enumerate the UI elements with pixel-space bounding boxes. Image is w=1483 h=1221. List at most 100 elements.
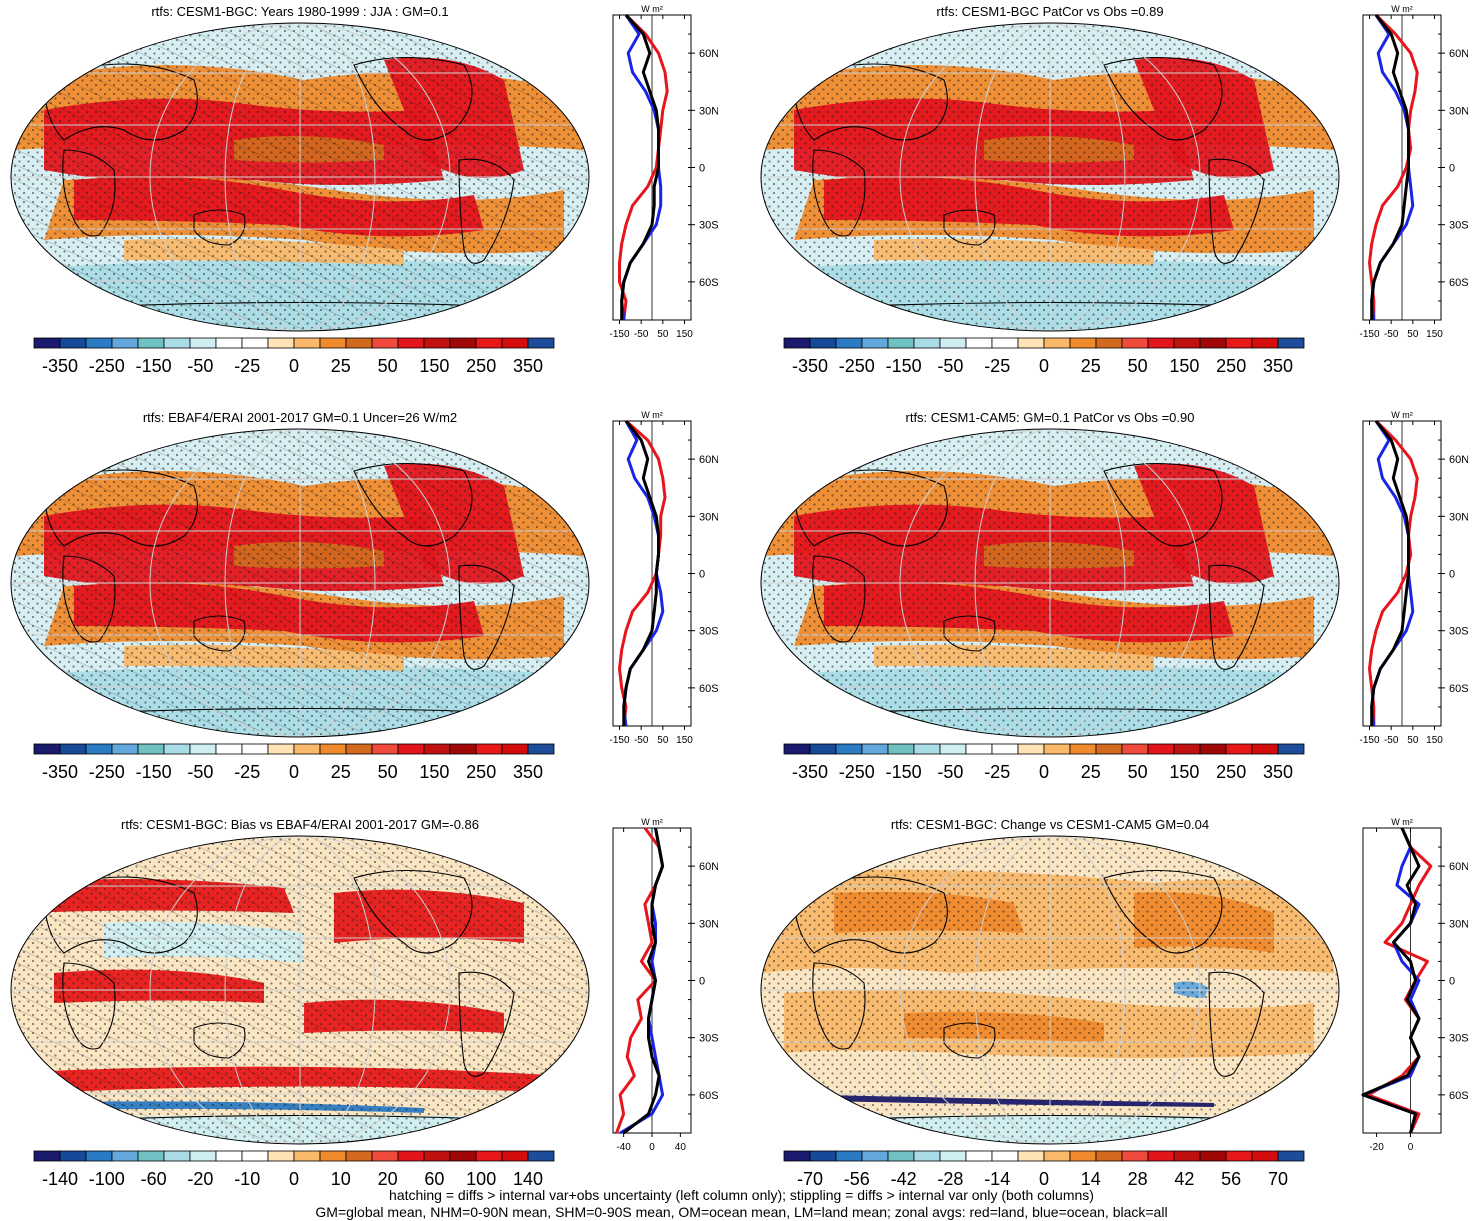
map-border [10, 22, 590, 332]
zonal-lat-label: 60N [1449, 454, 1468, 466]
colorbar-label: 25 [1081, 762, 1101, 782]
colorbar-label: 0 [1039, 1169, 1049, 1189]
colorbar-swatch [1147, 743, 1175, 755]
zonal-lat-label: 30N [699, 105, 718, 117]
zonal-frame [1362, 827, 1442, 1134]
colorbar-label: -50 [937, 356, 963, 376]
colorbar-label: 0 [289, 1169, 299, 1189]
colorbar-label: 0 [1039, 356, 1049, 376]
colorbar-swatch [189, 337, 217, 349]
zonal-series-all [620, 13, 660, 320]
colorbar-swatch [111, 1150, 139, 1162]
panel-5-zonal-profile: W m² 60N 30N 0 30S 60S -40 0 40 [612, 817, 718, 1153]
colorbar-swatch [475, 743, 503, 755]
colorbar-swatch [1251, 337, 1279, 349]
colorbar-swatch [861, 743, 889, 755]
colorbar-label: -250 [89, 356, 125, 376]
footer-legend-line-2: GM=global mean, NHM=0-90N mean, SHM=0-90… [315, 1204, 1168, 1220]
colorbar-swatch [163, 1150, 191, 1162]
colorbar-swatch [913, 1150, 941, 1162]
colorbar-label: -20 [187, 1169, 213, 1189]
zonal-x-tick-label: 50 [657, 329, 669, 340]
colorbar-swatch [371, 743, 399, 755]
colorbar-label: 250 [466, 356, 496, 376]
colorbar-swatch [319, 337, 347, 349]
colorbar-label: 100 [466, 1169, 496, 1189]
colorbar-label: -150 [886, 762, 922, 782]
map-coastline-1 [43, 876, 198, 954]
colorbar-swatch [1147, 1150, 1175, 1162]
zonal-unit-label: W m² [641, 410, 663, 420]
colorbar-swatch [215, 337, 243, 349]
colorbar-swatch [215, 1150, 243, 1162]
colorbar-label: -25 [234, 762, 260, 782]
colorbar-swatch [423, 1150, 451, 1162]
colorbar-label: -56 [844, 1169, 870, 1189]
colorbar-swatch [1043, 337, 1071, 349]
colorbar-swatch [111, 337, 139, 349]
map-coastline-5 [458, 158, 515, 264]
panel-6-title: rtfs: CESM1-BGC: Change vs CESM1-CAM5 GM… [890, 817, 1210, 832]
map-coastline-1 [43, 63, 198, 141]
colorbar-swatch [293, 1150, 321, 1162]
colorbar-swatch [1173, 743, 1201, 755]
colorbar-swatch [835, 743, 863, 755]
colorbar-swatch [1017, 1150, 1045, 1162]
colorbar-swatch [137, 337, 165, 349]
colorbar-swatch [861, 337, 889, 349]
colorbar-label: 50 [378, 762, 398, 782]
zonal-unit-label: W m² [641, 817, 663, 827]
colorbar-label: 0 [289, 356, 299, 376]
zonal-x-tick-label: -150 [1359, 735, 1379, 746]
zonal-series-land [618, 13, 669, 321]
colorbar-label: 350 [513, 762, 543, 782]
zonal-x-tick-label: 50 [1407, 735, 1419, 746]
zonal-lat-label: 30N [699, 511, 718, 523]
zonal-series-all [1370, 14, 1410, 320]
map-coastline-4 [353, 57, 473, 141]
panel-3-zonal-profile: W m² 60N 30N 0 30S 60S -150 -50 50 150 [609, 410, 718, 746]
map-coastline-3 [943, 615, 996, 652]
colorbar-swatch [33, 1150, 61, 1162]
colorbar-label: -350 [792, 356, 828, 376]
colorbar-swatch [501, 1150, 529, 1162]
map-coastline-5 [1208, 564, 1265, 670]
panel-4: rtfs: CESM1-CAM5: GM=0.1 PatCor vs Obs =… [750, 406, 1483, 806]
colorbar-swatch [913, 743, 941, 755]
map-border [10, 835, 590, 1145]
zonal-x-tick-label: -50 [634, 735, 649, 746]
colorbar-swatch [59, 1150, 87, 1162]
zonal-lat-label: 0 [1449, 976, 1455, 988]
zonal-x-tick-label: 0 [1408, 1142, 1414, 1153]
colorbar-swatch [527, 1150, 555, 1162]
colorbar-label: -350 [42, 762, 78, 782]
colorbar-swatch [991, 337, 1019, 349]
map-border [760, 835, 1340, 1145]
colorbar-swatch [1043, 1150, 1071, 1162]
zonal-lat-label: 0 [699, 163, 705, 175]
colorbar-swatch [1199, 337, 1227, 349]
zonal-series-all [622, 420, 660, 726]
colorbar-swatch [85, 1150, 113, 1162]
zonal-series-all [1370, 420, 1410, 726]
colorbar-label: 14 [1081, 1169, 1101, 1189]
panel-4-map [760, 428, 1340, 738]
panel-3: rtfs: EBAF4/ERAI 2001-2017 GM=0.1 Uncer=… [0, 406, 741, 806]
panel-5-title: rtfs: CESM1-BGC: Bias vs EBAF4/ERAI 2001… [121, 817, 479, 832]
colorbar-swatch [397, 1150, 425, 1162]
zonal-x-tick-label: 0 [649, 1142, 655, 1153]
zonal-unit-label: W m² [1391, 410, 1413, 420]
zonal-lat-label: 60N [699, 48, 718, 60]
colorbar-swatch [1095, 743, 1123, 755]
panel-3-map [10, 428, 590, 738]
colorbar-swatch [241, 1150, 269, 1162]
zonal-lat-label: 60S [1449, 1090, 1468, 1102]
colorbar-swatch [267, 1150, 295, 1162]
colorbar-label: 150 [419, 762, 449, 782]
colorbar-swatch [501, 337, 529, 349]
colorbar-swatch [319, 1150, 347, 1162]
colorbar-swatch [835, 337, 863, 349]
colorbar-swatch [1225, 1150, 1253, 1162]
panel-1-zonal-profile: W m² 60N 30N 0 30S 60S -150 -50 50 150 [609, 4, 718, 340]
zonal-lat-label: 0 [699, 569, 705, 581]
